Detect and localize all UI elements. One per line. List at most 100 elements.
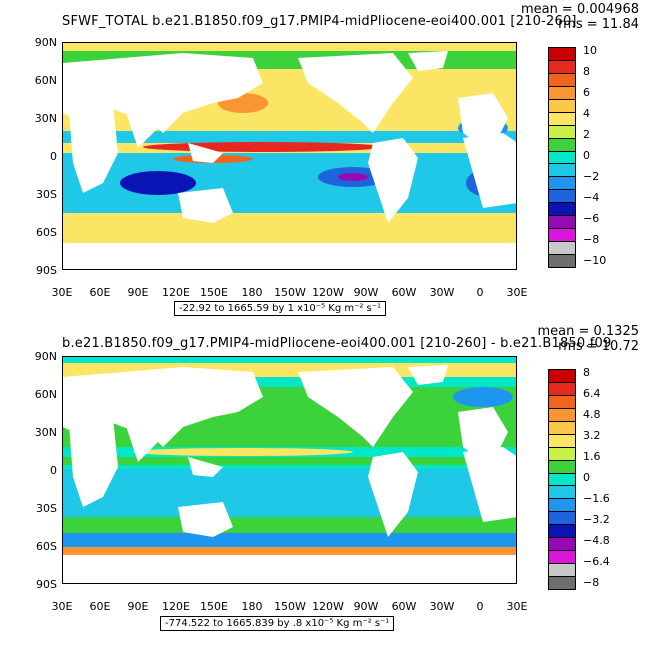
x-tick-label: 60W xyxy=(391,600,417,613)
x-tick-label: 30W xyxy=(429,600,455,613)
itcz-band xyxy=(143,142,383,152)
x-tick-label: 60W xyxy=(391,286,417,299)
colorbar xyxy=(548,369,576,590)
s-pacific-min xyxy=(338,173,368,181)
colorbar-label: 8 xyxy=(583,65,590,78)
colorbar-swatch xyxy=(548,446,576,461)
itcz-band xyxy=(133,448,353,456)
colorbar-label: −4.8 xyxy=(583,534,610,547)
colorbar-swatch xyxy=(548,498,576,513)
x-tick-label: 30W xyxy=(429,286,455,299)
colorbar-swatch xyxy=(548,381,576,396)
x-tick-label: 180 xyxy=(241,600,263,613)
colorbar-swatch xyxy=(548,537,576,552)
y-tick-label: 60S xyxy=(36,540,57,553)
colorbar-swatch xyxy=(548,485,576,500)
panel-title: SFWF_TOTAL b.e21.B1850.f09_g17.PMIP4-mid… xyxy=(62,14,577,29)
colorbar-label: 2 xyxy=(583,128,590,141)
southern-band-2 xyxy=(63,533,516,547)
x-tick-label: 150W xyxy=(274,286,306,299)
field-map xyxy=(63,357,516,583)
colorbar-label: 6.4 xyxy=(583,387,601,400)
colorbar-swatch xyxy=(548,215,576,230)
x-tick-label: 120W xyxy=(312,286,344,299)
colorbar-swatch xyxy=(548,563,576,578)
colorbar-label: −8 xyxy=(583,233,600,246)
colorbar-swatch xyxy=(548,228,576,243)
southern-band xyxy=(63,517,516,533)
x-tick-label: 30E xyxy=(506,600,528,613)
colorbar-label: −1.6 xyxy=(583,492,610,505)
colorbar-label: 4.8 xyxy=(583,408,601,421)
y-tick-label: 60N xyxy=(34,74,57,87)
map-plot-area xyxy=(62,42,517,270)
colorbar-swatch xyxy=(548,72,576,87)
colorbar-label: 6 xyxy=(583,86,590,99)
colorbar-swatch xyxy=(548,369,576,383)
x-tick-label: 90W xyxy=(353,286,379,299)
colorbar-label: 4 xyxy=(583,107,590,120)
n-tropic-band xyxy=(63,131,516,143)
rms-value: rms = 11.84 xyxy=(558,17,639,32)
x-tick-label: 120E xyxy=(162,286,190,299)
colorbar-swatch xyxy=(548,98,576,113)
landmasses xyxy=(63,51,516,223)
y-tick-label: 90N xyxy=(34,36,57,49)
colorbar-swatch xyxy=(548,433,576,448)
x-tick-label: 0 xyxy=(476,286,484,299)
equatorial-band xyxy=(63,457,516,465)
colorbar-swatch xyxy=(548,189,576,204)
x-tick-label: 150E xyxy=(200,286,228,299)
colorbar-swatch xyxy=(548,459,576,474)
x-tick-label: 90W xyxy=(353,600,379,613)
colorbar-label: 0 xyxy=(583,149,590,162)
colorbar-label: 0 xyxy=(583,471,590,484)
y-tick-label: 90S xyxy=(36,578,57,591)
colorbar-label: 3.2 xyxy=(583,429,601,442)
y-tick-label: 30N xyxy=(34,112,57,125)
x-tick-label: 30E xyxy=(51,600,73,613)
map-panel-top: SFWF_TOTAL b.e21.B1850.f09_g17.PMIP4-mid… xyxy=(0,0,647,320)
colorbar-swatch xyxy=(548,59,576,74)
antarctica xyxy=(63,243,516,269)
y-tick-label: 30S xyxy=(36,188,57,201)
panel-title: b.e21.B1850.f09_g17.PMIP4-midPliocene-eo… xyxy=(62,336,612,351)
colorbar-swatch xyxy=(548,150,576,165)
map-panel-bottom: b.e21.B1850.f09_g17.PMIP4-midPliocene-eo… xyxy=(0,322,647,642)
colorbar-label: −3.2 xyxy=(583,513,610,526)
colorbar-swatch xyxy=(548,85,576,100)
colorbar-label: −6.4 xyxy=(583,555,610,568)
antarctica xyxy=(63,555,516,583)
x-tick-label: 120W xyxy=(312,600,344,613)
colorbar-label: −4 xyxy=(583,191,600,204)
y-tick-label: 0 xyxy=(50,150,57,163)
colorbar-swatch xyxy=(548,254,576,268)
y-tick-label: 60S xyxy=(36,226,57,239)
contour-info-box: -774.522 to 1665.839 by .8 x10⁻⁵ Kg m⁻² … xyxy=(160,616,395,631)
colorbar-label: 1.6 xyxy=(583,450,601,463)
colorbar-swatch xyxy=(548,472,576,487)
indian-ocean-dry xyxy=(120,171,196,195)
colorbar-swatch xyxy=(548,163,576,178)
contour-info-box: -22.92 to 1665.59 by 1 x10⁻⁵ Kg m⁻² s⁻¹ xyxy=(174,301,387,316)
colorbar-label: 10 xyxy=(583,44,597,57)
x-tick-label: 150W xyxy=(274,600,306,613)
mean-value: mean = 0.1325 xyxy=(537,324,639,339)
y-tick-label: 90N xyxy=(34,350,57,363)
x-tick-label: 180 xyxy=(241,286,263,299)
colorbar-swatch xyxy=(548,576,576,590)
x-tick-label: 150E xyxy=(200,600,228,613)
colorbar-swatch xyxy=(548,511,576,526)
colorbar-swatch xyxy=(548,47,576,61)
colorbar-swatch xyxy=(548,111,576,126)
y-tick-label: 30S xyxy=(36,502,57,515)
southern-band xyxy=(63,213,516,243)
x-tick-label: 30E xyxy=(51,286,73,299)
x-tick-label: 30E xyxy=(506,286,528,299)
y-tick-label: 30N xyxy=(34,426,57,439)
colorbar-swatch xyxy=(548,420,576,435)
colorbar-swatch xyxy=(548,241,576,256)
colorbar-label: −2 xyxy=(583,170,600,183)
colorbar-swatch xyxy=(548,407,576,422)
map-plot-area xyxy=(62,356,517,584)
